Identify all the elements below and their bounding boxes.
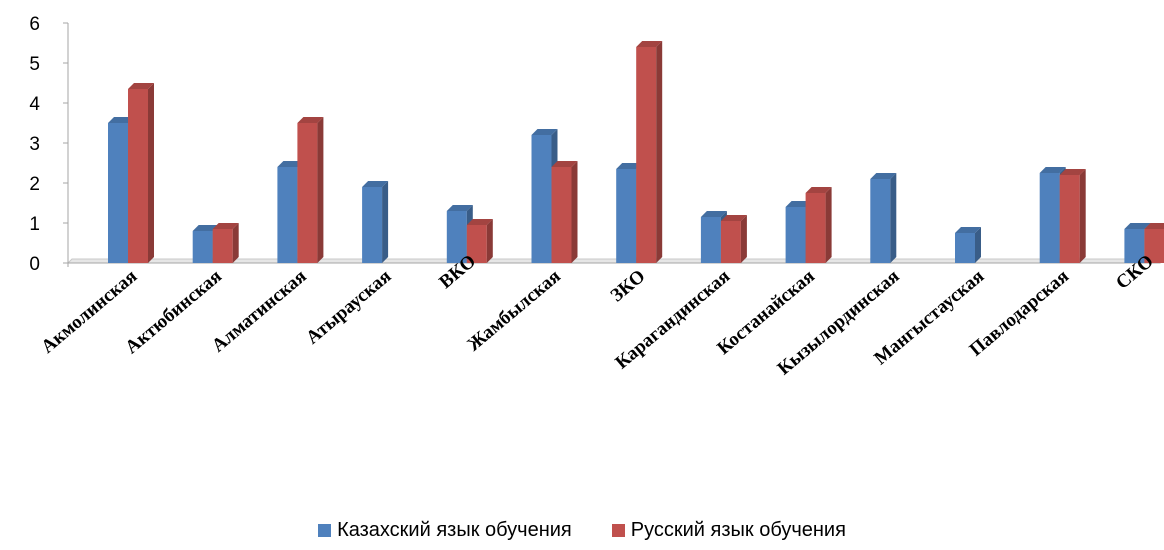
bar <box>1059 169 1086 263</box>
legend-item-russian: Русский язык обучения <box>611 519 846 542</box>
legend-swatch-kazakh <box>318 524 332 537</box>
y-tick-label: 5 <box>29 54 40 75</box>
bar <box>362 181 389 263</box>
x-tick-label: ЗКО <box>607 266 650 307</box>
y-tick-label: 3 <box>29 134 40 155</box>
x-tick-label: Жамбылская <box>463 266 564 356</box>
bar <box>1144 223 1164 263</box>
bar <box>720 215 747 263</box>
bar <box>636 41 663 263</box>
bar <box>955 227 981 263</box>
y-tick-label: 0 <box>29 254 40 275</box>
x-tick-label: Атырауская <box>302 266 395 349</box>
bar <box>805 187 832 263</box>
y-tick-label: 1 <box>29 214 40 235</box>
y-axis-ticks: 0 1 2 3 4 5 6 <box>29 14 68 275</box>
legend: Казахский язык обучения Русский язык обу… <box>0 519 1164 542</box>
legend-label-kazakh: Казахский язык обучения <box>337 519 572 541</box>
bar-series <box>108 41 1164 263</box>
y-tick-label: 4 <box>29 94 40 115</box>
bar-chart: 0 1 2 3 4 5 6 АкмолинскаяАктюбинскаяАлматинска… <box>29 14 1164 380</box>
y-tick-label: 2 <box>29 174 40 195</box>
legend-label-russian: Русский язык обучения <box>630 519 846 541</box>
bar <box>212 223 239 263</box>
y-tick-label: 6 <box>29 14 40 35</box>
bar <box>128 83 154 263</box>
legend-item-kazakh: Казахский язык обучения <box>318 519 572 542</box>
legend-swatch-russian <box>611 524 625 537</box>
x-axis-ticks: АкмолинскаяАктюбинскаяАлматинскаяАтыраус… <box>37 251 1157 380</box>
bar <box>870 173 897 263</box>
bar <box>297 117 324 263</box>
bar <box>466 219 493 263</box>
bar <box>551 161 578 263</box>
